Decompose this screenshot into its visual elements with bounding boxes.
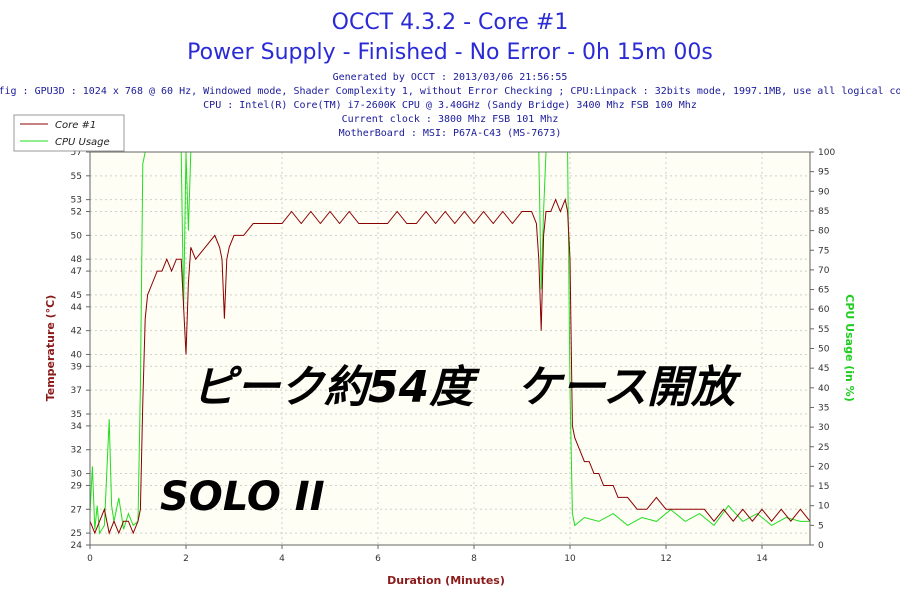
y2-tick-label: 45 (818, 364, 829, 374)
y-tick-label: 47 (71, 267, 82, 277)
ticks: 2425272930323435373940424445474850525355… (71, 148, 836, 564)
y2-axis-title: CPU Usage (in %) (843, 294, 856, 401)
y-tick-label: 29 (71, 481, 83, 491)
x-tick-label: 8 (471, 554, 477, 564)
y2-tick-label: 80 (818, 227, 830, 237)
x-axis-title: Duration (Minutes) (387, 574, 505, 587)
y2-tick-label: 35 (818, 403, 829, 413)
info-line: CPU : Intel(R) Core(TM) i7-2600K CPU @ 3… (203, 100, 697, 111)
info-line: Generated by OCCT : 2013/03/06 21:56:55 (333, 72, 568, 83)
y2-tick-label: 0 (818, 541, 824, 551)
x-tick-label: 14 (756, 554, 768, 564)
y2-tick-label: 70 (818, 266, 830, 276)
y2-tick-label: 25 (818, 443, 829, 453)
chart-title: OCCT 4.3.2 - Core #1 (332, 10, 569, 35)
y-tick-label: 25 (71, 529, 82, 539)
y-tick-label: 27 (71, 505, 82, 515)
y-tick-label: 37 (71, 386, 82, 396)
x-tick-label: 2 (183, 554, 189, 564)
legend-label-core: Core #1 (55, 120, 96, 131)
y-tick-label: 57 (71, 148, 82, 158)
x-tick-label: 12 (660, 554, 671, 564)
x-tick-label: 4 (279, 554, 285, 564)
x-tick-label: 6 (375, 554, 381, 564)
y2-tick-label: 90 (818, 187, 830, 197)
y-tick-label: 48 (71, 255, 83, 265)
y2-tick-label: 20 (818, 462, 830, 472)
y2-tick-label: 40 (818, 384, 830, 394)
annotation-peak: ピーク約54度 ケース開放 (192, 362, 742, 413)
y-tick-label: 35 (71, 410, 82, 420)
y-tick-label: 30 (71, 470, 83, 480)
y2-tick-label: 55 (818, 325, 829, 335)
y-tick-label: 52 (71, 208, 82, 218)
y-tick-label: 24 (71, 541, 83, 551)
y2-tick-label: 10 (818, 502, 830, 512)
y2-tick-label: 75 (818, 246, 829, 256)
info-line: Current clock : 3800 Mhz FSB 101 Mhz (342, 114, 559, 125)
legend: Core #1 CPU Usage (13, 114, 125, 152)
y-tick-label: 44 (71, 303, 83, 313)
y2-tick-label: 50 (818, 345, 830, 355)
y2-tick-label: 60 (818, 305, 830, 315)
y-axis-title: Temperature (°C) (44, 295, 57, 402)
y-tick-label: 53 (71, 196, 82, 206)
legend-box (13, 114, 125, 152)
legend-label-cpu: CPU Usage (55, 137, 110, 148)
y-tick-label: 42 (71, 327, 82, 337)
y-tick-label: 40 (71, 350, 83, 360)
y2-tick-label: 65 (818, 286, 829, 296)
series-line-core (89, 197, 811, 535)
annotation-label: SOLO II (160, 474, 325, 520)
info-line: MotherBoard : MSI: P67A-C43 (MS-7673) (339, 128, 562, 139)
chart-subtitle: Power Supply - Finished - No Error - 0h … (187, 40, 713, 65)
y-tick-label: 45 (71, 291, 82, 301)
y-tick-label: 55 (71, 172, 82, 182)
x-tick-label: 0 (87, 554, 93, 564)
y2-tick-label: 100 (818, 148, 835, 158)
y2-tick-label: 30 (818, 423, 830, 433)
y-tick-label: 39 (71, 362, 83, 372)
series-line-cpu (89, 151, 810, 535)
series-layer (89, 151, 811, 535)
y2-tick-label: 85 (818, 207, 829, 217)
info-lines: Generated by OCCT : 2013/03/06 21:56:55 C… (0, 72, 900, 139)
y-tick-label: 50 (71, 231, 83, 241)
y-tick-label: 32 (71, 446, 82, 456)
y2-tick-label: 95 (818, 168, 829, 178)
y2-tick-label: 15 (818, 482, 829, 492)
x-tick-label: 10 (564, 554, 576, 564)
info-line: Config : GPU3D : 1024 x 768 @ 60 Hz, Win… (0, 86, 900, 97)
y-tick-label: 34 (71, 422, 83, 432)
y2-tick-label: 5 (818, 521, 824, 531)
